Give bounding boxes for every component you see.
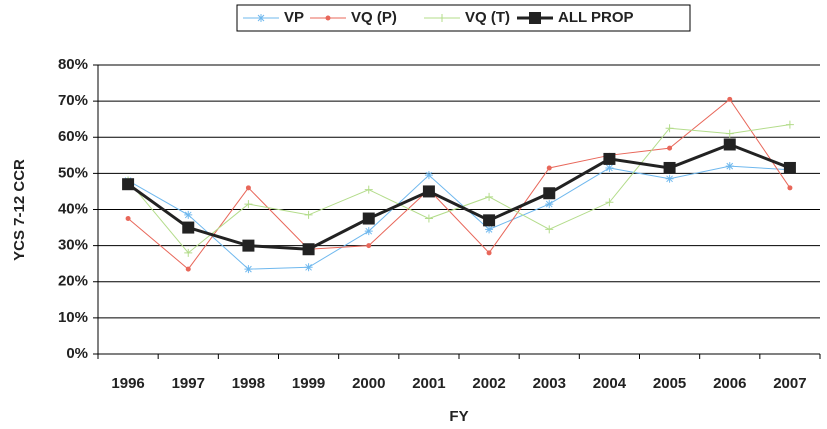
data-point: [483, 214, 496, 227]
x-tick-label: 1996: [111, 375, 144, 392]
data-point: [184, 210, 193, 219]
data-point: [725, 129, 734, 138]
y-tick-label: 50%: [58, 164, 88, 181]
y-tick-label: 40%: [58, 200, 88, 217]
y-axis-label: YCS 7-12 CCR: [11, 159, 28, 261]
x-axis-label: FY: [449, 408, 468, 425]
x-tick-label: 2003: [533, 375, 566, 392]
data-point: [362, 212, 375, 225]
x-tick-label: 2001: [412, 375, 445, 392]
data-point: [244, 200, 253, 209]
data-point: [125, 216, 131, 222]
y-tick-label: 10%: [58, 309, 88, 326]
series-line: [127, 165, 790, 270]
data-point: [783, 161, 796, 174]
x-tick-label: 1997: [172, 375, 205, 392]
y-tick-label: 60%: [58, 128, 88, 145]
data-point: [545, 225, 554, 234]
data-point: [665, 174, 674, 183]
data-point: [122, 178, 135, 191]
y-tick-label: 80%: [58, 56, 88, 73]
data-point: [723, 138, 736, 151]
data-point: [603, 152, 616, 165]
legend-label: ALL PROP: [558, 9, 634, 26]
data-point: [725, 162, 734, 171]
x-tick-label: 2000: [352, 375, 385, 392]
data-point: [422, 185, 435, 198]
data-point: [665, 124, 674, 133]
data-point: [663, 161, 676, 174]
legend-marker: [529, 12, 541, 24]
series-line: [127, 142, 791, 251]
legend-label: VQ (T): [465, 9, 510, 26]
data-point: [302, 243, 315, 256]
data-point: [366, 243, 372, 249]
y-tick-label: 70%: [58, 92, 88, 109]
data-point: [485, 192, 494, 201]
data-point: [304, 263, 313, 272]
data-point: [545, 200, 554, 209]
legend-marker: [438, 14, 446, 22]
data-point: [546, 165, 552, 171]
data-point: [185, 266, 191, 272]
x-tick-label: 1999: [292, 375, 325, 392]
data-point: [785, 120, 794, 129]
data-point: [244, 265, 253, 274]
data-point: [364, 227, 373, 236]
data-point: [543, 187, 556, 200]
legend-label: VQ (P): [351, 9, 397, 26]
x-tick-label: 2006: [713, 375, 746, 392]
x-tick-label: 1998: [232, 375, 265, 392]
x-tick-label: 2004: [593, 375, 627, 392]
data-point: [787, 185, 793, 191]
y-tick-label: 20%: [58, 273, 88, 290]
data-point: [727, 96, 733, 102]
data-point: [485, 225, 494, 234]
y-tick-label: 0%: [66, 345, 88, 362]
x-tick-label: 2007: [773, 375, 806, 392]
data-point: [424, 171, 433, 180]
data-point: [605, 198, 614, 207]
data-point: [242, 239, 255, 252]
x-tick-label: 2005: [653, 375, 686, 392]
data-point: [486, 250, 492, 256]
data-point: [184, 248, 193, 257]
data-point: [605, 163, 614, 172]
data-point: [667, 145, 673, 151]
data-point: [364, 185, 373, 194]
series-line: [127, 98, 791, 270]
data-point: [245, 185, 251, 191]
legend-label: VP: [284, 9, 304, 26]
legend-marker: [257, 14, 265, 22]
data-point: [424, 214, 433, 223]
x-tick-label: 2002: [472, 375, 505, 392]
y-tick-label: 30%: [58, 237, 88, 254]
data-point: [182, 221, 195, 234]
data-point: [304, 210, 313, 219]
legend-marker: [325, 15, 331, 21]
series-line: [127, 124, 790, 254]
